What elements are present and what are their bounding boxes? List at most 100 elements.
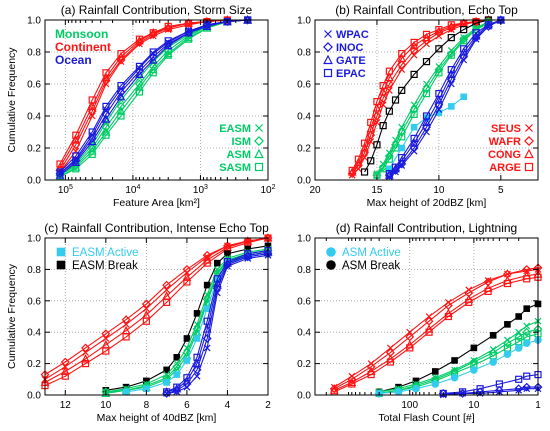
data-point [102, 102, 110, 111]
data-point [135, 35, 144, 43]
data-point [434, 26, 444, 35]
data-point [444, 312, 452, 321]
data-point [398, 86, 406, 95]
data-point [431, 380, 440, 388]
y-tick-label: 0.6 [27, 296, 41, 307]
data-point [435, 45, 443, 53]
y-tick-label: 0.0 [27, 176, 41, 187]
y-tick-label: 0.0 [297, 176, 311, 187]
series-line-7 [376, 22, 489, 176]
y-tick-label: 0.0 [297, 391, 311, 402]
data-point [472, 29, 480, 37]
x-tick-label: 104 [125, 184, 140, 196]
data-point [397, 127, 407, 137]
data-point [71, 157, 81, 166]
data-point [163, 298, 171, 306]
x-tick-label: 102 [260, 184, 275, 196]
legend-marker [323, 54, 333, 65]
x-tick-label: 4 [225, 400, 231, 411]
data-point [141, 299, 151, 309]
data-point [435, 26, 443, 34]
data-point [385, 67, 393, 75]
data-point [192, 358, 202, 368]
data-point [117, 112, 125, 120]
data-point [515, 328, 523, 336]
data-point [122, 320, 130, 328]
x-tick-label: 10 [100, 400, 112, 411]
data-point [348, 166, 356, 174]
data-point [101, 109, 111, 119]
data-point [409, 138, 419, 147]
data-point [460, 37, 468, 45]
data-point [398, 144, 406, 152]
data-point [373, 97, 381, 106]
data-point [202, 21, 212, 30]
data-point [367, 157, 375, 165]
y-tick-label: 0.4 [27, 112, 41, 123]
data-point [163, 379, 170, 386]
data-point [121, 315, 131, 325]
data-point [72, 131, 80, 139]
data-point [173, 371, 181, 378]
x-tick-label: 6 [184, 400, 190, 411]
legend-label: ASM Break [342, 260, 400, 272]
data-point [397, 60, 407, 70]
legend-label: EPAC [336, 68, 366, 80]
data-point [88, 96, 96, 104]
data-point [212, 278, 222, 288]
data-point [384, 170, 394, 179]
data-point [244, 250, 252, 258]
y-tick-label: 0.8 [27, 265, 41, 276]
data-point [243, 250, 253, 259]
legend-marker [525, 124, 533, 132]
legend-label: EASM Break [72, 260, 138, 272]
data-point [386, 165, 393, 173]
data-point [397, 53, 407, 62]
legend-marker [56, 260, 66, 270]
legend-marker [524, 136, 534, 146]
data-point [366, 130, 376, 140]
data-point [446, 69, 456, 78]
x-tick-label: 105 [58, 184, 73, 196]
legend-label: GATE [336, 55, 366, 67]
data-point [101, 329, 111, 339]
data-point [243, 236, 253, 245]
data-point [447, 21, 455, 29]
data-point [347, 167, 357, 176]
data-point [458, 388, 468, 398]
data-point [88, 150, 96, 158]
data-point [447, 51, 455, 59]
data-point [435, 69, 443, 77]
data-point [367, 118, 375, 127]
data-point [71, 135, 81, 144]
data-point [425, 313, 433, 320]
data-point [515, 375, 523, 383]
data-point [425, 328, 433, 336]
data-point [135, 82, 144, 91]
y-tick-label: 0.6 [297, 296, 311, 307]
data-point [163, 23, 173, 32]
data-point [203, 281, 211, 289]
y-tick-label: 0.4 [297, 112, 311, 123]
x-tick-label: 5 [498, 185, 504, 196]
plot-frame [44, 19, 269, 181]
data-point [244, 245, 252, 253]
data-point [87, 136, 97, 146]
data-point [223, 257, 232, 266]
y-tick-label: 0.2 [27, 144, 41, 155]
legend-label: ARGE [489, 162, 521, 174]
data-point [523, 275, 531, 283]
data-point [386, 358, 395, 366]
data-point [410, 38, 418, 47]
data-point [329, 385, 339, 394]
data-point [504, 321, 511, 328]
data-point [223, 18, 231, 26]
x-axis-label: Feature Area [km²] [113, 197, 200, 209]
data-point [116, 92, 126, 101]
data-point [193, 353, 201, 361]
legend-marker [56, 247, 66, 257]
data-point [149, 69, 157, 77]
y-tick-label: 0.8 [27, 48, 41, 59]
data-point [101, 388, 111, 398]
data-point [183, 374, 191, 382]
